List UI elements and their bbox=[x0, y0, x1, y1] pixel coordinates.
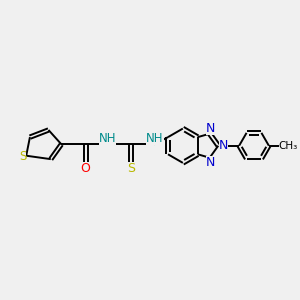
Text: N: N bbox=[219, 139, 228, 152]
Text: N: N bbox=[206, 122, 215, 135]
Text: NH: NH bbox=[146, 132, 164, 145]
Text: CH₃: CH₃ bbox=[279, 141, 298, 151]
Text: S: S bbox=[19, 150, 26, 163]
Text: O: O bbox=[81, 162, 91, 175]
Text: S: S bbox=[128, 162, 135, 175]
Text: NH: NH bbox=[99, 132, 116, 145]
Text: N: N bbox=[206, 156, 215, 170]
